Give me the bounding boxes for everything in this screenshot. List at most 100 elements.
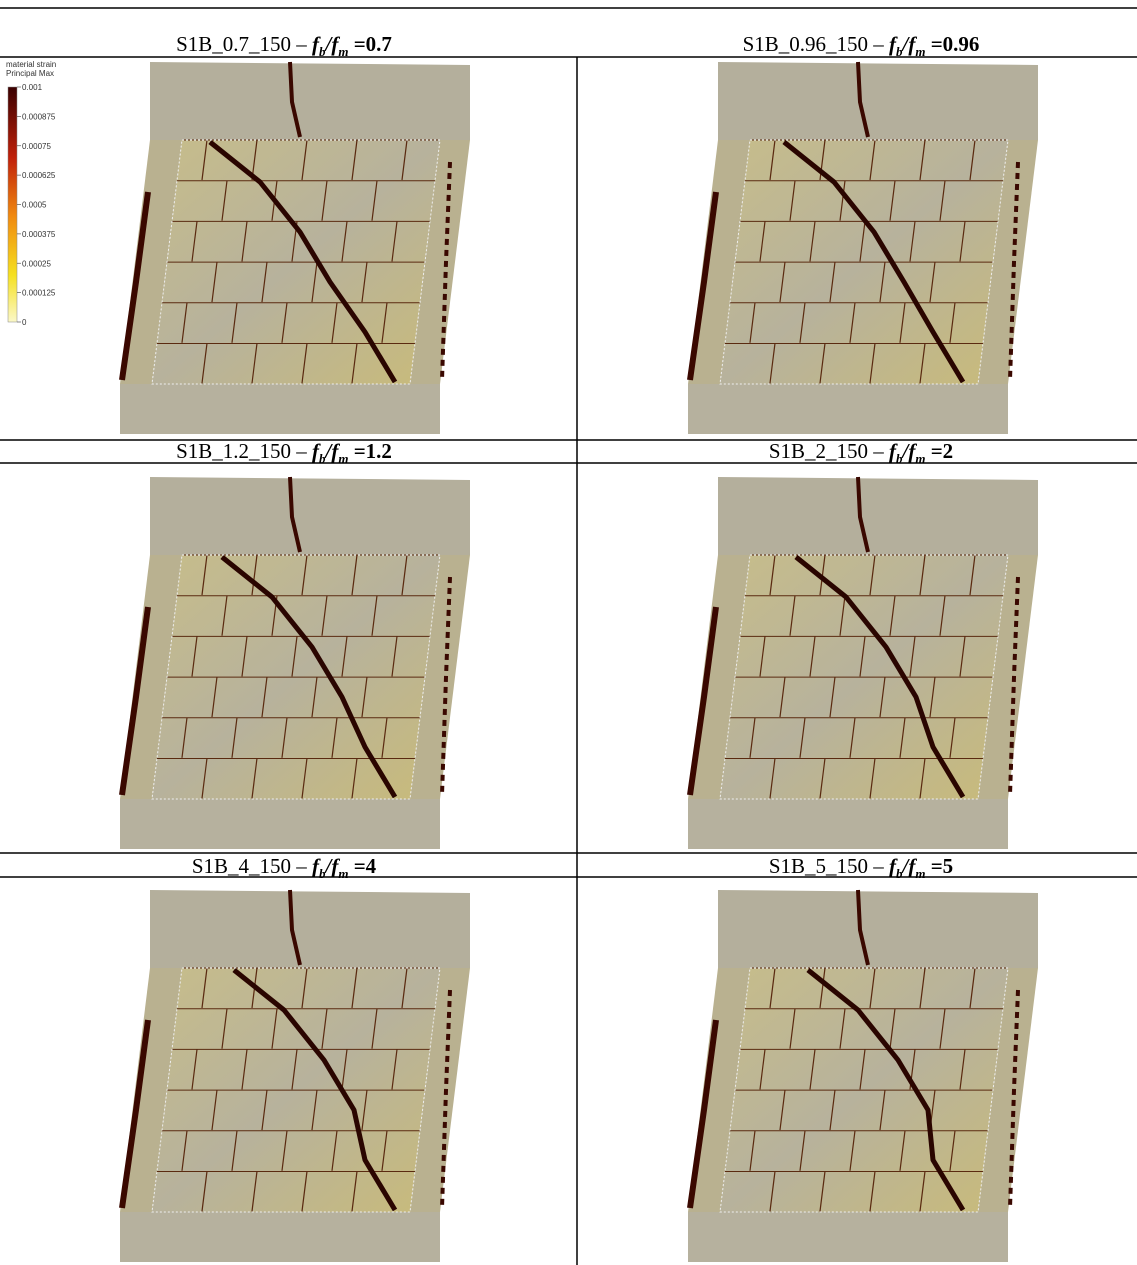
brick-joint (859, 1049, 866, 1090)
left-column (120, 140, 182, 384)
brick-joint (809, 1049, 816, 1090)
brick-joint (301, 758, 308, 799)
brick-joint (869, 343, 876, 384)
brick-joint (749, 1130, 756, 1171)
brick-joint (839, 1008, 846, 1049)
crack (220, 555, 398, 799)
ratio-f: f (889, 854, 896, 878)
brick-joint (939, 1008, 946, 1049)
panel-title: S1B_2_150 – fb/fm =2 (577, 439, 1137, 471)
brick-joint (869, 1171, 876, 1212)
right-column (410, 555, 470, 799)
beam-damage (288, 61, 302, 138)
column-damage (687, 606, 719, 796)
brick-joint (919, 967, 926, 1009)
crack (782, 140, 966, 384)
column-damage (687, 191, 719, 381)
brick-joint (859, 221, 866, 262)
column-damage (440, 161, 452, 381)
brick-joint (191, 636, 198, 677)
ratio-slash: / (325, 439, 332, 463)
brick-joint (321, 1008, 328, 1049)
beam-damage (288, 476, 302, 553)
wall-model (119, 61, 470, 434)
brick-joint (969, 554, 976, 596)
column-damage (687, 1019, 719, 1209)
panel-title: S1B_1.2_150 – fb/fm =1.2 (0, 439, 568, 471)
ratio-symbol: fb/fm (889, 854, 925, 881)
brick-joint (889, 595, 896, 636)
brick-joint (301, 1171, 308, 1212)
brick-joint (401, 554, 408, 596)
brick-joint (381, 302, 388, 343)
ratio-slash: / (325, 32, 332, 56)
brick-joint (401, 139, 408, 181)
brick-joint (361, 262, 368, 303)
brick-joint (959, 636, 966, 677)
brick-joint (401, 967, 408, 1009)
ratio-f: f (908, 32, 916, 56)
brick-joint (321, 595, 328, 636)
colorbar-label: 0.000375 (22, 230, 56, 239)
ratio-value: =0.7 (353, 32, 392, 56)
brick-joint (201, 343, 208, 384)
brick-joint (391, 636, 398, 677)
brick-joint (909, 636, 916, 677)
brick-joint (301, 139, 308, 181)
brick-joint (859, 636, 866, 677)
brick-joint (879, 677, 886, 718)
crack (232, 968, 398, 1212)
beam-damage (288, 889, 302, 966)
brick-joint (321, 180, 328, 221)
ratio-sub: b (896, 451, 903, 467)
ratio-sub: b (319, 451, 326, 467)
panel-dash: – (873, 32, 884, 56)
brick-joint (201, 139, 208, 181)
brick-joint (291, 636, 298, 677)
base-beam (688, 1212, 1008, 1262)
brick-joint (879, 262, 886, 303)
panel-name: S1B_5_150 (768, 854, 868, 878)
colorbar-label: 0 (22, 318, 27, 327)
column-damage (440, 576, 452, 796)
brick-joint (919, 343, 926, 384)
ratio-slash: / (902, 439, 909, 463)
brick-joint (929, 677, 936, 718)
base-beam (120, 384, 440, 434)
brick-joint (351, 139, 358, 181)
brick-joint (221, 595, 228, 636)
left-column (688, 140, 750, 384)
brick-joint (371, 1008, 378, 1049)
brick-joint (969, 967, 976, 1009)
brick-joint (311, 1090, 318, 1131)
brick-joint (769, 343, 776, 384)
brick-joint (929, 262, 936, 303)
brick-joint (301, 343, 308, 384)
brick-joint (201, 758, 208, 799)
beam-damage (856, 889, 870, 966)
brick-joint (949, 1130, 956, 1171)
colorbar-label: 0.0005 (22, 201, 47, 210)
wall-model (119, 889, 470, 1262)
frame-outline (719, 139, 1009, 385)
brick-joint (251, 554, 258, 596)
brick-joint (939, 595, 946, 636)
brick-joint (241, 221, 248, 262)
top-beam (150, 890, 470, 968)
brick-joint (341, 221, 348, 262)
brick-joint (281, 717, 288, 758)
right-column (978, 968, 1038, 1212)
ratio-f: f (331, 439, 339, 463)
ratio-slash: / (325, 854, 332, 878)
frame-outline (151, 967, 441, 1213)
column-damage (119, 191, 151, 381)
ratio-slash: / (902, 854, 909, 878)
panel-name: S1B_2_150 (768, 439, 868, 463)
brick-joint (959, 221, 966, 262)
column-damage (1008, 161, 1020, 381)
brick-joint (889, 1008, 896, 1049)
brick-joint (211, 677, 218, 718)
brick-joint (799, 1130, 806, 1171)
brick-joint (869, 554, 876, 596)
